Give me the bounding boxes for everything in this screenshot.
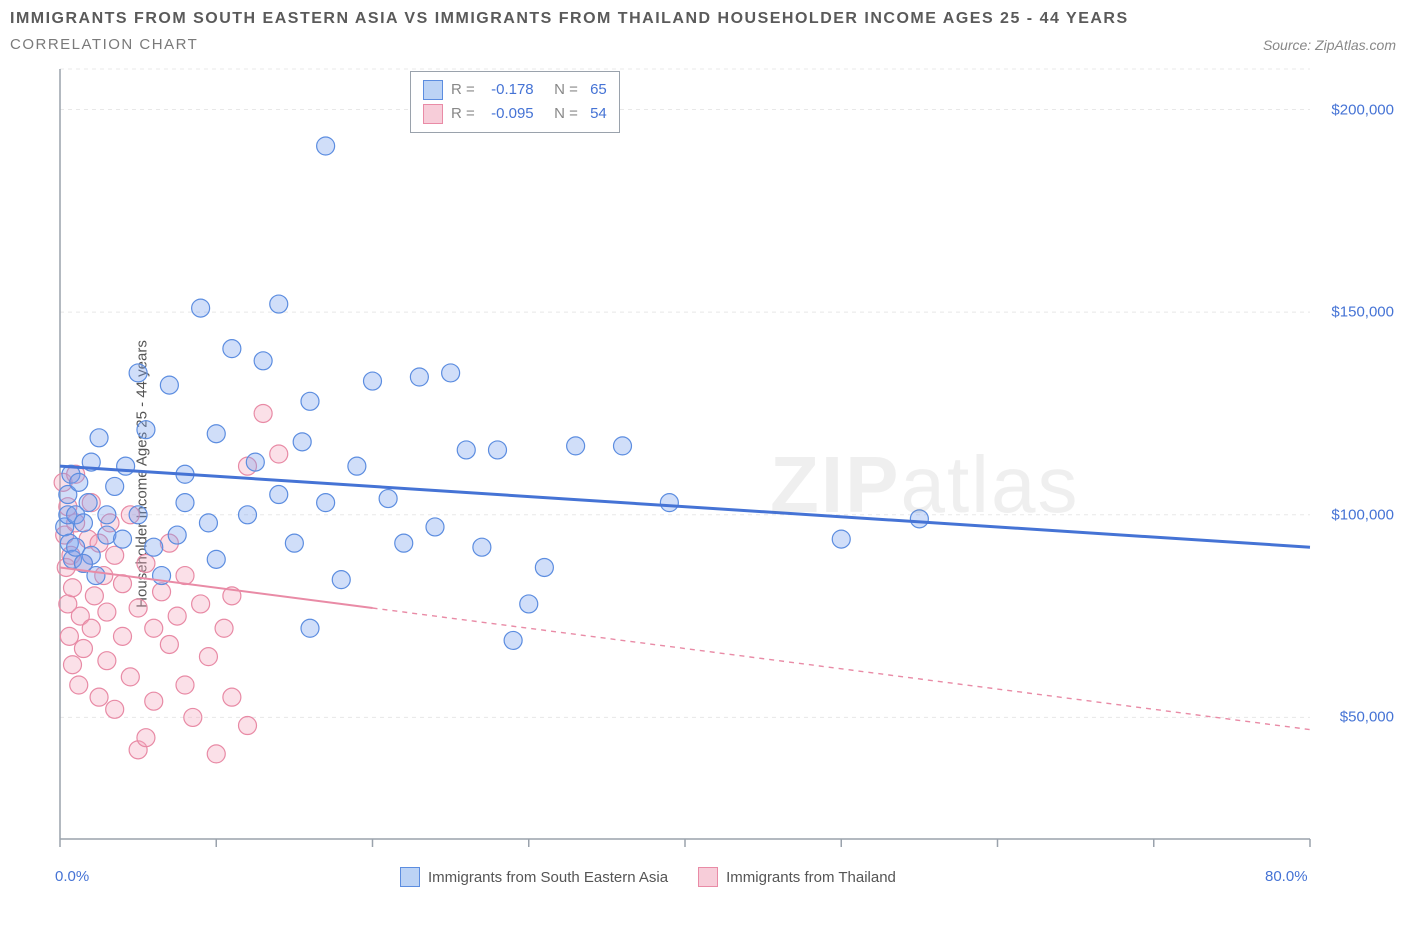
series-name: Immigrants from Thailand [726, 869, 896, 886]
chart-title: IMMIGRANTS FROM SOUTH EASTERN ASIA VS IM… [10, 10, 1396, 28]
y-tick-label: $200,000 [1331, 101, 1394, 118]
legend-r-value: -0.095 [487, 102, 534, 126]
y-tick-label: $50,000 [1340, 709, 1394, 726]
x-tick-label: 80.0% [1265, 868, 1308, 885]
series-name: Immigrants from South Eastern Asia [428, 869, 668, 886]
source-prefix: Source: [1263, 37, 1315, 53]
x-tick-label: 0.0% [55, 868, 89, 885]
legend-n-value: 65 [590, 78, 607, 102]
y-tick-label: $100,000 [1331, 506, 1394, 523]
series-legend: Immigrants from South Eastern Asia Immigr… [400, 867, 896, 887]
scatter-plot [10, 59, 1396, 889]
source-name: ZipAtlas.com [1315, 37, 1396, 53]
legend-swatch [400, 867, 420, 887]
legend-n-label: N = [542, 102, 582, 126]
legend-swatch [423, 80, 443, 100]
legend-n-value: 54 [590, 102, 607, 126]
series-legend-item: Immigrants from South Eastern Asia [400, 867, 668, 887]
legend-r-label: R = [451, 102, 479, 126]
source-attribution: Source: ZipAtlas.com [1263, 37, 1396, 53]
chart-subtitle: CORRELATION CHART [10, 36, 198, 53]
y-tick-label: $150,000 [1331, 304, 1394, 321]
legend-row: R = -0.095 N = 54 [423, 102, 607, 126]
legend-n-label: N = [542, 78, 582, 102]
series-legend-item: Immigrants from Thailand [698, 867, 896, 887]
legend-row: R = -0.178 N = 65 [423, 78, 607, 102]
legend-r-value: -0.178 [487, 78, 534, 102]
legend-r-label: R = [451, 78, 479, 102]
legend-swatch [423, 104, 443, 124]
correlation-legend: R = -0.178 N = 65R = -0.095 N = 54 [410, 71, 620, 133]
subtitle-row: CORRELATION CHART Source: ZipAtlas.com [10, 36, 1396, 53]
legend-swatch [698, 867, 718, 887]
chart-area: Householder Income Ages 25 - 44 years ZI… [10, 59, 1396, 889]
